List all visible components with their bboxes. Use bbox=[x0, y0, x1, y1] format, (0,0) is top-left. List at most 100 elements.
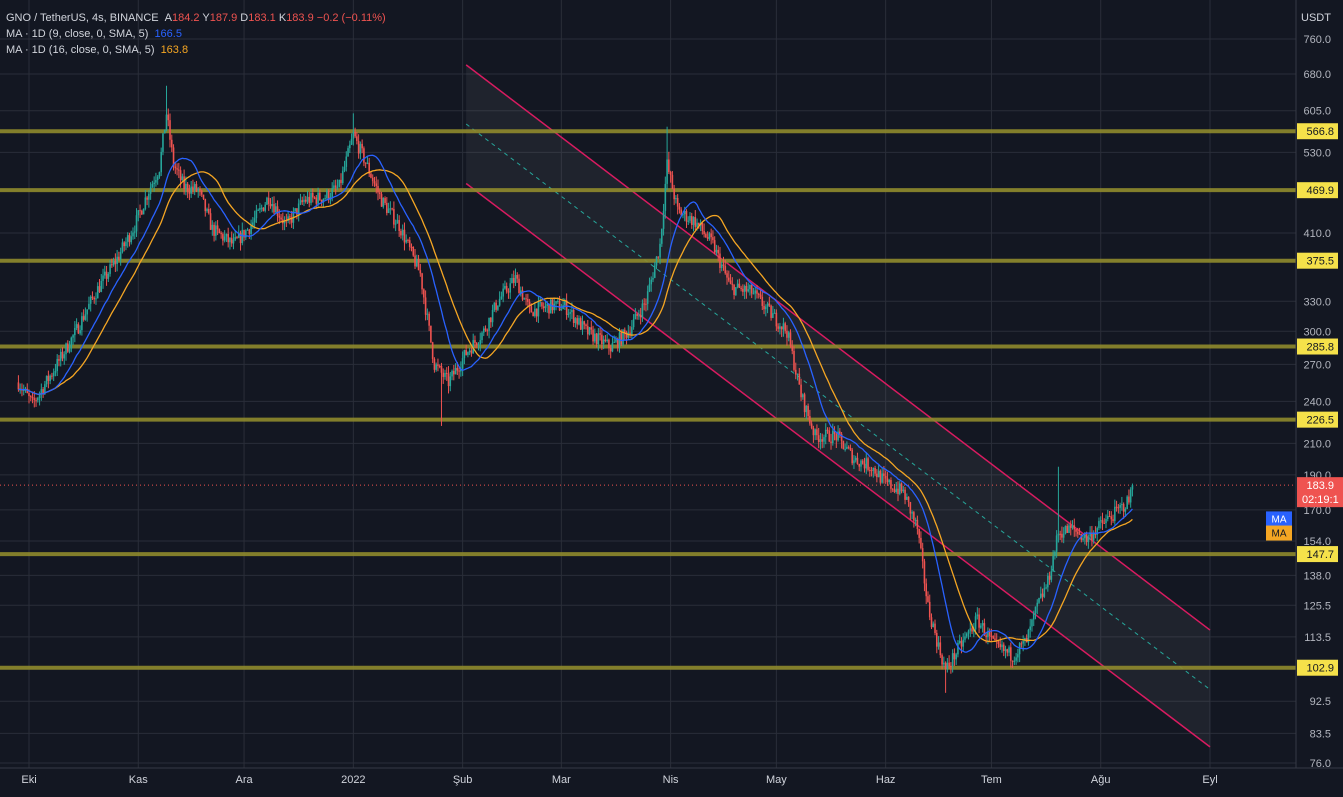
candle-body bbox=[675, 198, 677, 200]
candle-body bbox=[953, 653, 956, 660]
candle-body bbox=[768, 303, 771, 306]
candle-body bbox=[666, 159, 668, 184]
candle-body bbox=[142, 208, 145, 215]
candle-body bbox=[944, 662, 947, 670]
candle-body bbox=[1094, 533, 1097, 535]
legend-ma2-row[interactable]: MA · 1D (16, close, 0, SMA, 5) 163.8 bbox=[6, 42, 386, 58]
candle-body bbox=[847, 446, 850, 448]
candle-body bbox=[1034, 606, 1037, 614]
candle-body bbox=[886, 478, 889, 483]
ma-fast-line[interactable] bbox=[18, 154, 1133, 653]
candle-body bbox=[1057, 533, 1060, 536]
candle-body bbox=[653, 265, 656, 278]
candle-body bbox=[1018, 643, 1021, 655]
symbol-label[interactable]: GNO / TetherUS, 4s, BINANCE bbox=[6, 12, 159, 24]
candle-body bbox=[796, 373, 799, 375]
candle-body bbox=[454, 367, 457, 375]
candle-body bbox=[646, 291, 649, 304]
candle-body bbox=[22, 389, 25, 391]
level-price-label: 566.8 bbox=[1306, 126, 1334, 138]
candle-body bbox=[470, 350, 473, 354]
candle-body bbox=[782, 323, 785, 330]
candle-body bbox=[830, 441, 832, 444]
candle-body bbox=[689, 215, 691, 221]
candle-body bbox=[542, 306, 545, 309]
candle-body bbox=[324, 198, 326, 200]
candle-body bbox=[1006, 649, 1009, 653]
candle-body bbox=[1015, 657, 1017, 661]
candle-body bbox=[625, 332, 628, 338]
price-axis-tick: 138.0 bbox=[1303, 570, 1331, 582]
candle-body bbox=[1017, 654, 1019, 658]
candle-body bbox=[415, 258, 418, 267]
candle-body bbox=[823, 437, 825, 442]
candle-body bbox=[197, 188, 200, 191]
candle-body bbox=[585, 324, 587, 327]
candle-body bbox=[752, 293, 755, 295]
candle-body bbox=[865, 458, 868, 469]
candle-body bbox=[923, 561, 926, 584]
candle-body bbox=[481, 332, 483, 341]
candle-body bbox=[61, 351, 64, 359]
candle-body bbox=[742, 288, 744, 292]
candle-body bbox=[1004, 649, 1007, 651]
candle-body bbox=[424, 297, 427, 315]
candle-body bbox=[102, 275, 104, 281]
candle-body bbox=[1112, 519, 1114, 521]
candle-body bbox=[1045, 587, 1047, 589]
channel-mid-line[interactable] bbox=[465, 123, 1211, 690]
candle-body bbox=[893, 489, 896, 493]
candle-body bbox=[107, 273, 110, 279]
time-axis-tick: Eyl bbox=[1202, 774, 1217, 786]
candle-body bbox=[400, 230, 402, 236]
candle-body bbox=[386, 202, 388, 213]
candle-body bbox=[696, 222, 698, 227]
candle-body bbox=[816, 429, 818, 436]
candle-body bbox=[49, 375, 51, 381]
candle-body bbox=[726, 273, 728, 278]
candle-body bbox=[40, 389, 43, 394]
level-price-tag bbox=[1297, 411, 1338, 428]
candle-body bbox=[876, 473, 878, 478]
ma-axis-tag[interactable] bbox=[1266, 511, 1292, 527]
level-price-label: 102.9 bbox=[1306, 663, 1334, 675]
candle-body bbox=[805, 405, 808, 413]
candle-body bbox=[185, 183, 187, 190]
candle-body bbox=[601, 334, 603, 345]
candle-body bbox=[274, 206, 277, 213]
candle-body bbox=[1064, 525, 1067, 534]
ma-axis-tag[interactable] bbox=[1266, 525, 1292, 541]
candle-body bbox=[366, 162, 369, 164]
candle-body bbox=[42, 389, 44, 394]
candle-body bbox=[874, 467, 876, 474]
candle-body bbox=[91, 296, 94, 298]
candle-body bbox=[1099, 520, 1102, 522]
ma-slow-line[interactable] bbox=[18, 169, 1133, 643]
candle-body bbox=[155, 180, 157, 183]
price-axis-tick: 760.0 bbox=[1303, 34, 1331, 46]
candle-body bbox=[814, 429, 816, 436]
legend-ma1-row[interactable]: MA · 1D (9, close, 0, SMA, 5) 166.5 bbox=[6, 26, 386, 42]
candle-body bbox=[620, 332, 623, 345]
candle-body bbox=[410, 246, 413, 248]
candle-body bbox=[56, 359, 59, 372]
candle-body bbox=[405, 239, 408, 243]
candle-body bbox=[772, 313, 774, 318]
candle-body bbox=[262, 207, 265, 211]
candle-body bbox=[528, 301, 531, 307]
candle-body bbox=[109, 264, 111, 274]
candle-body bbox=[770, 305, 772, 318]
candle-body bbox=[909, 501, 912, 514]
candle-body bbox=[747, 289, 749, 292]
candle-body bbox=[881, 473, 883, 483]
channel-lower-line[interactable] bbox=[465, 182, 1211, 748]
candle-body bbox=[1043, 588, 1046, 597]
candle-body bbox=[763, 305, 765, 310]
candle-body bbox=[340, 179, 342, 184]
candle-body bbox=[571, 309, 573, 313]
candle-body bbox=[890, 480, 892, 489]
level-price-tag bbox=[1297, 252, 1338, 269]
candle-body bbox=[967, 630, 970, 634]
time-axis-tick: Mar bbox=[552, 774, 571, 786]
